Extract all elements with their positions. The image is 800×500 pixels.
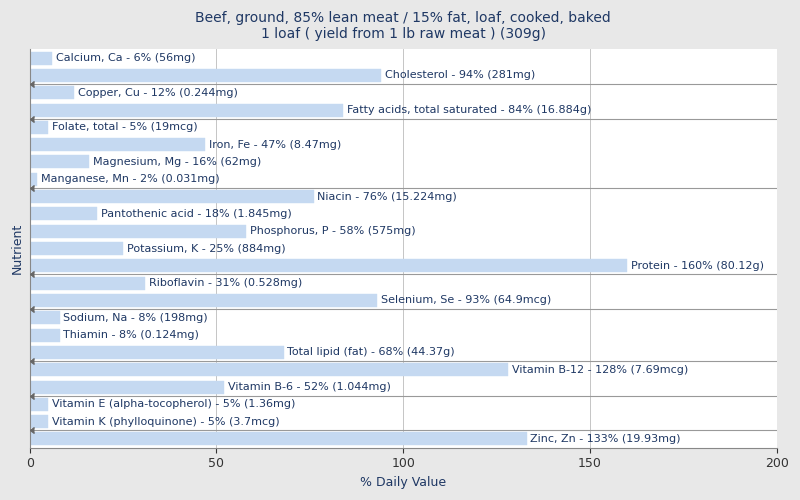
Text: Magnesium, Mg - 16% (62mg): Magnesium, Mg - 16% (62mg) [93,157,262,167]
Y-axis label: Nutrient: Nutrient [11,223,24,274]
Text: Fatty acids, total saturated - 84% (16.884g): Fatty acids, total saturated - 84% (16.8… [347,105,591,115]
Bar [30,328,59,342]
Text: Iron, Fe - 47% (8.47mg): Iron, Fe - 47% (8.47mg) [209,140,342,149]
Text: Copper, Cu - 12% (0.244mg): Copper, Cu - 12% (0.244mg) [78,88,238,98]
Bar [30,190,314,203]
Text: Phosphorus, P - 58% (575mg): Phosphorus, P - 58% (575mg) [250,226,416,236]
Text: Sodium, Na - 8% (198mg): Sodium, Na - 8% (198mg) [63,313,208,323]
Bar [30,260,627,272]
Bar [30,415,48,428]
Bar [30,52,52,64]
Bar [30,224,246,237]
X-axis label: % Daily Value: % Daily Value [360,476,446,489]
Text: Pantothenic acid - 18% (1.845mg): Pantothenic acid - 18% (1.845mg) [101,209,291,219]
Title: Beef, ground, 85% lean meat / 15% fat, loaf, cooked, baked
1 loaf ( yield from 1: Beef, ground, 85% lean meat / 15% fat, l… [195,11,611,42]
Text: Protein - 160% (80.12g): Protein - 160% (80.12g) [631,261,764,271]
Text: Manganese, Mn - 2% (0.031mg): Manganese, Mn - 2% (0.031mg) [41,174,219,184]
Text: Cholesterol - 94% (281mg): Cholesterol - 94% (281mg) [385,70,534,81]
Bar [30,173,37,186]
Text: Thiamin - 8% (0.124mg): Thiamin - 8% (0.124mg) [63,330,199,340]
Bar [30,312,59,324]
Text: Calcium, Ca - 6% (56mg): Calcium, Ca - 6% (56mg) [56,53,195,63]
Bar [30,432,526,446]
Bar [30,86,74,99]
Text: Riboflavin - 31% (0.528mg): Riboflavin - 31% (0.528mg) [150,278,302,288]
Bar [30,104,343,117]
Bar [30,208,97,220]
Text: Potassium, K - 25% (884mg): Potassium, K - 25% (884mg) [126,244,286,254]
Bar [30,346,284,359]
Text: Niacin - 76% (15.224mg): Niacin - 76% (15.224mg) [318,192,457,202]
Bar [30,380,224,394]
Bar [30,242,123,255]
Bar [30,294,377,307]
Text: Vitamin B-12 - 128% (7.69mcg): Vitamin B-12 - 128% (7.69mcg) [511,364,688,374]
Bar [30,69,381,82]
Bar [30,121,48,134]
Text: Folate, total - 5% (19mcg): Folate, total - 5% (19mcg) [52,122,198,132]
Bar [30,276,146,289]
Bar [30,398,48,411]
Bar [30,138,206,151]
Text: Zinc, Zn - 133% (19.93mg): Zinc, Zn - 133% (19.93mg) [530,434,681,444]
Text: Total lipid (fat) - 68% (44.37g): Total lipid (fat) - 68% (44.37g) [287,348,455,358]
Bar [30,156,90,168]
Text: Vitamin E (alpha-tocopherol) - 5% (1.36mg): Vitamin E (alpha-tocopherol) - 5% (1.36m… [52,400,295,409]
Text: Vitamin K (phylloquinone) - 5% (3.7mcg): Vitamin K (phylloquinone) - 5% (3.7mcg) [52,416,280,426]
Bar [30,363,508,376]
Text: Selenium, Se - 93% (64.9mcg): Selenium, Se - 93% (64.9mcg) [381,296,551,306]
Text: Vitamin B-6 - 52% (1.044mg): Vitamin B-6 - 52% (1.044mg) [228,382,390,392]
